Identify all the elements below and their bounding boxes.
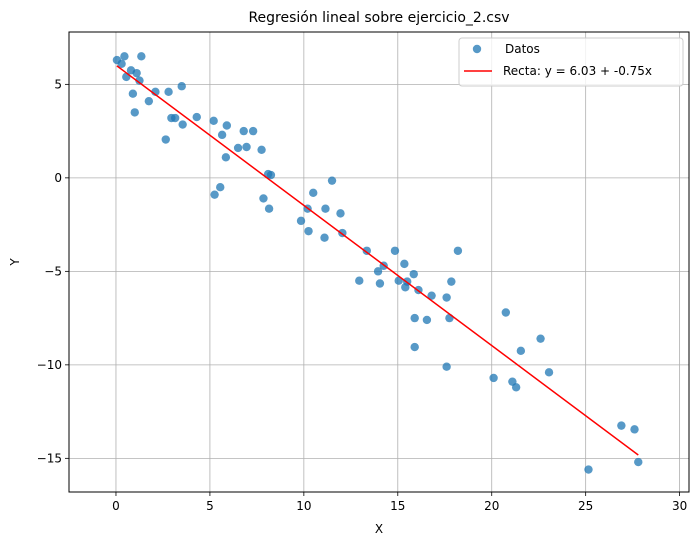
x-tick-label: 10 <box>296 499 311 513</box>
data-point <box>453 246 463 255</box>
y-axis-label: Y <box>8 258 22 267</box>
data-point <box>170 113 180 123</box>
data-layer <box>112 52 643 474</box>
data-point <box>617 421 626 430</box>
data-point <box>442 293 451 302</box>
x-tick-label: 25 <box>578 499 593 513</box>
y-tick-label: 0 <box>54 171 62 185</box>
data-point <box>442 362 451 371</box>
data-point <box>117 59 126 68</box>
data-point <box>375 279 385 288</box>
data-point <box>233 143 243 153</box>
data-point <box>239 126 248 136</box>
y-axis: 5 0 −5 −10 −15 <box>37 77 69 465</box>
legend-label-datos: Datos <box>505 42 540 56</box>
data-point <box>120 52 129 61</box>
data-point <box>630 425 639 434</box>
data-point <box>410 342 419 352</box>
data-point <box>410 313 419 323</box>
regression-line <box>116 65 639 456</box>
data-point <box>264 204 274 213</box>
legend-label-recta: Recta: y = 6.03 + -0.75x <box>503 64 652 78</box>
data-point <box>489 373 498 383</box>
data-point <box>132 68 141 78</box>
data-point <box>409 269 418 279</box>
data-point <box>164 87 173 97</box>
data-point <box>321 204 330 213</box>
x-tick-label: 5 <box>206 499 214 513</box>
data-point <box>536 334 545 343</box>
data-point <box>445 313 454 323</box>
data-point <box>248 126 258 136</box>
data-point <box>177 82 186 91</box>
data-point <box>447 277 456 286</box>
x-tick-label: 30 <box>672 499 687 513</box>
data-point <box>221 153 231 162</box>
legend-box <box>458 37 684 87</box>
y-tick-label: −5 <box>44 264 62 278</box>
data-point <box>192 112 201 122</box>
data-point <box>320 233 329 242</box>
x-axis: 0 5 10 15 20 25 30 <box>112 492 687 513</box>
data-point <box>259 194 268 203</box>
grid <box>69 32 689 492</box>
data-point <box>390 246 400 255</box>
data-point <box>511 383 521 392</box>
data-point <box>296 216 306 226</box>
data-point <box>135 76 144 85</box>
data-point <box>210 190 219 199</box>
data-point <box>516 346 526 356</box>
data-point <box>544 368 554 377</box>
data-point <box>327 176 337 185</box>
data-point <box>242 142 251 152</box>
data-point <box>373 267 383 276</box>
data-point <box>309 188 318 198</box>
data-point <box>266 170 276 180</box>
data-point <box>178 120 187 129</box>
data-point <box>137 52 146 61</box>
x-axis-label: X <box>375 522 383 536</box>
y-tick-label: 5 <box>54 77 62 91</box>
data-point <box>362 246 371 255</box>
data-point <box>584 465 593 474</box>
data-point <box>257 145 266 155</box>
data-point <box>422 315 432 325</box>
data-point <box>355 276 364 285</box>
data-point <box>217 130 227 140</box>
data-point <box>216 183 225 192</box>
y-tick-label: −15 <box>37 451 62 465</box>
legend: Datos Recta: y = 6.03 + -0.75x <box>458 37 684 87</box>
data-point <box>304 226 313 236</box>
plot-area-frame <box>68 31 690 493</box>
x-tick-label: 0 <box>112 499 120 513</box>
legend-scatter-marker <box>472 44 482 54</box>
data-point <box>222 121 232 130</box>
x-tick-label: 15 <box>390 499 405 513</box>
data-point <box>501 308 511 317</box>
data-point <box>128 89 138 98</box>
data-point <box>400 259 409 269</box>
data-point <box>427 291 436 300</box>
data-point <box>634 457 643 467</box>
data-point <box>130 108 139 117</box>
data-point <box>336 209 345 218</box>
chart-title: Regresión lineal sobre ejercicio_2.csv <box>248 10 509 26</box>
data-point <box>161 135 170 144</box>
data-point <box>144 96 154 106</box>
y-tick-label: −10 <box>37 358 62 372</box>
data-point <box>209 116 218 126</box>
x-tick-label: 20 <box>484 499 499 513</box>
